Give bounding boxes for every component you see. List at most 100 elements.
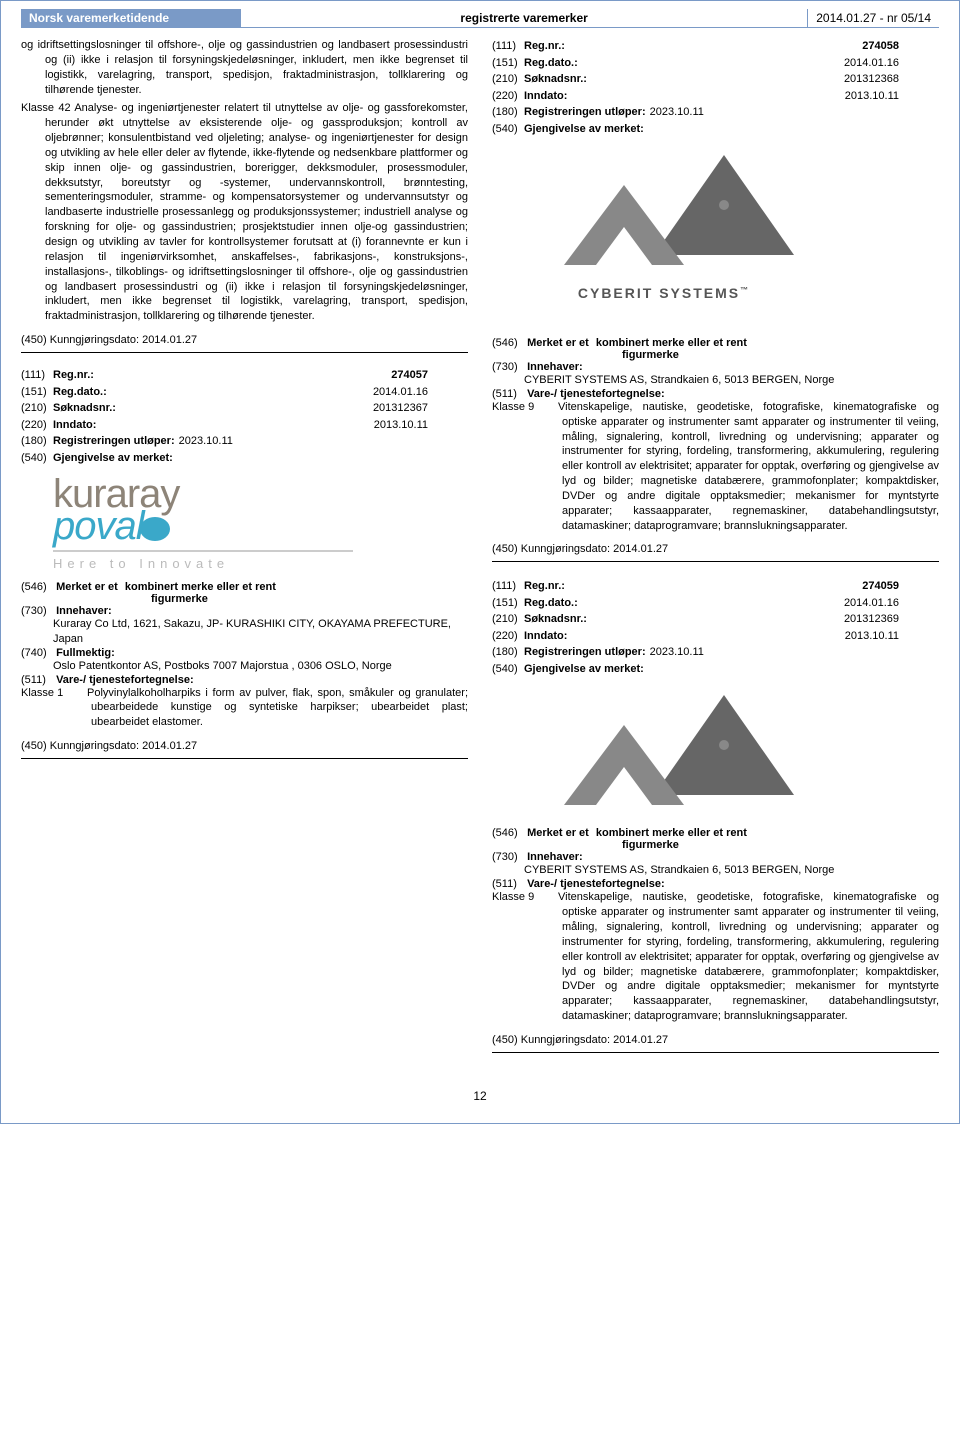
page-number: 12	[21, 1089, 939, 1103]
klasse-42-label: Klasse 42	[21, 102, 71, 114]
merket-line: (546) Merket er et kombinert merke eller…	[53, 581, 468, 593]
merket-value1: kombinert merke eller et rent	[125, 581, 276, 593]
label-inndato: Inndato:	[524, 88, 567, 105]
value-regdato: 2014.01.16	[844, 595, 939, 612]
label-soknadsnr: Søknadsnr.:	[524, 611, 587, 628]
code-730: (730)	[492, 851, 524, 863]
label-regdato: Reg.dato.:	[524, 595, 578, 612]
kuraray-tagline: Here to Innovate	[53, 556, 353, 571]
code-111: (111)	[492, 578, 524, 595]
value-regdato: 2014.01.16	[844, 55, 939, 72]
vare-label: Vare-/ tjenestefortegnelse:	[56, 674, 194, 686]
merket-value2: figurmerke	[622, 839, 939, 851]
code-151: (151)	[492, 595, 524, 612]
cyberit-logo-text: CYBERIT SYSTEMS™	[524, 285, 804, 301]
field-regdato: (151) Reg.dato.: 2014.01.16	[492, 595, 939, 612]
code-540: (540)	[492, 661, 524, 678]
field-utloper: (180) Registreringen utløper: 2023.10.11	[492, 644, 939, 661]
fullmektig-text: Oslo Patentkontor AS, Postboks 7007 Majo…	[53, 659, 468, 674]
code-546: (546)	[492, 337, 524, 349]
left-column: og idriftsettingslosninger til offshore-…	[21, 38, 468, 1069]
klasse-42-block: Klasse 42 Analyse- og ingeniørtjenester …	[45, 101, 468, 324]
continuation-text: og idriftsettingslosninger til offshore-…	[45, 38, 468, 97]
entry-274059: (111) Reg.nr.: 274059 (151) Reg.dato.: 2…	[492, 578, 939, 1052]
kunngjoringsdato-057: (450) Kunngjøringsdato: 2014.01.27	[21, 740, 468, 752]
merket-line: (546) Merket er et kombinert merke eller…	[524, 827, 939, 839]
label-gjengivelse: Gjengivelse av merket:	[524, 121, 644, 138]
separator	[492, 561, 939, 562]
klasse-9-text: Vitenskapelige, nautiske, geodetiske, fo…	[558, 891, 939, 1022]
klasse-9-block: Klasse 9Vitenskapelige, nautiske, geodet…	[492, 400, 939, 534]
merket-line: (546) Merket er et kombinert merke eller…	[524, 337, 939, 349]
field-gjengivelse: (540) Gjengivelse av merket:	[21, 450, 468, 467]
kuraray-line	[53, 550, 353, 552]
innehaver-block: (730) Innehaver: CYBERIT SYSTEMS AS, Str…	[524, 851, 939, 878]
klasse-9-label: Klasse 9	[492, 890, 558, 905]
field-regnr: (111) Reg.nr.: 274058	[492, 38, 939, 55]
innehaver-label: Innehaver:	[527, 851, 583, 863]
code-730: (730)	[21, 605, 53, 617]
label-soknadsnr: Søknadsnr.:	[53, 400, 116, 417]
merket-value2: figurmerke	[622, 349, 939, 361]
page-header: Norsk varemerketidende registrerte varem…	[21, 9, 939, 28]
value-soknadsnr: 201312369	[844, 611, 939, 628]
label-utloper: Registreringen utløper:	[524, 104, 646, 121]
merket-value1: kombinert merke eller et rent	[596, 337, 747, 349]
separator	[21, 352, 468, 353]
value-inndato: 2013.10.11	[845, 628, 939, 645]
field-gjengivelse: (540) Gjengivelse av merket:	[492, 661, 939, 678]
value-soknadsnr: 201312367	[373, 400, 468, 417]
vare-label-block: (511) Vare-/ tjenestefortegnelse:	[524, 878, 939, 890]
value-soknadsnr: 201312368	[844, 71, 939, 88]
kuraray-word2-text: poval	[53, 504, 144, 548]
code-151: (151)	[492, 55, 524, 72]
code-180: (180)	[492, 104, 524, 121]
label-inndato: Inndato:	[53, 417, 96, 434]
klasse-1-text: Polyvinylalkoholharpiks i form av pulver…	[87, 687, 468, 729]
code-180: (180)	[21, 433, 53, 450]
entry-274057: (111) Reg.nr.: 274057 (151) Reg.dato.: 2…	[21, 367, 468, 759]
page-container: Norsk varemerketidende registrerte varem…	[0, 0, 960, 1124]
field-soknadsnr: (210) Søknadsnr.: 201312367	[21, 400, 468, 417]
cyberit-logo-graphic-2	[524, 685, 804, 815]
value-regdato: 2014.01.16	[373, 384, 468, 401]
field-inndato: (220) Inndato: 2013.10.11	[492, 628, 939, 645]
separator	[21, 758, 468, 759]
field-soknadsnr: (210) Søknadsnr.: 201312368	[492, 71, 939, 88]
value-utloper: 2023.10.11	[650, 104, 704, 121]
label-utloper: Registreringen utløper:	[53, 433, 175, 450]
field-inndato: (220) Inndato: 2013.10.11	[21, 417, 468, 434]
label-regnr: Reg.nr.:	[53, 367, 94, 384]
value-regnr: 274058	[862, 38, 939, 55]
field-gjengivelse: (540) Gjengivelse av merket:	[492, 121, 939, 138]
fullmektig-block: (740) Fullmektig: Oslo Patentkontor AS, …	[53, 647, 468, 674]
header-left: Norsk varemerketidende	[21, 9, 241, 28]
kunngjoringsdato-058: (450) Kunngjøringsdato: 2014.01.27	[492, 543, 939, 555]
kunngjoringsdato-059: (450) Kunngjøringsdato: 2014.01.27	[492, 1034, 939, 1046]
field-regnr: (111) Reg.nr.: 274059	[492, 578, 939, 595]
label-utloper: Registreringen utløper:	[524, 644, 646, 661]
label-regnr: Reg.nr.:	[524, 578, 565, 595]
value-inndato: 2013.10.11	[374, 417, 468, 434]
code-511: (511)	[21, 674, 53, 686]
innehaver-label: Innehaver:	[56, 605, 112, 617]
label-regdato: Reg.dato.:	[53, 384, 107, 401]
code-740: (740)	[21, 647, 53, 659]
code-220: (220)	[492, 628, 524, 645]
code-111: (111)	[21, 367, 53, 384]
code-151: (151)	[21, 384, 53, 401]
tm-mark: ™	[740, 285, 750, 294]
label-soknadsnr: Søknadsnr.:	[524, 71, 587, 88]
klasse-9-block: Klasse 9Vitenskapelige, nautiske, geodet…	[492, 890, 939, 1024]
merket-label: Merket er et	[56, 581, 118, 593]
innehaver-text: Kuraray Co Ltd, 1621, Sakazu, JP- KURASH…	[53, 617, 468, 647]
entry-274058: (111) Reg.nr.: 274058 (151) Reg.dato.: 2…	[492, 38, 939, 562]
vare-label-block: (511) Vare-/ tjenestefortegnelse:	[53, 674, 468, 686]
code-210: (210)	[492, 71, 524, 88]
label-gjengivelse: Gjengivelse av merket:	[53, 450, 173, 467]
value-utloper: 2023.10.11	[650, 644, 704, 661]
code-511: (511)	[492, 388, 524, 400]
cyberit-logo-059	[524, 685, 939, 815]
value-inndato: 2013.10.11	[845, 88, 939, 105]
code-220: (220)	[21, 417, 53, 434]
